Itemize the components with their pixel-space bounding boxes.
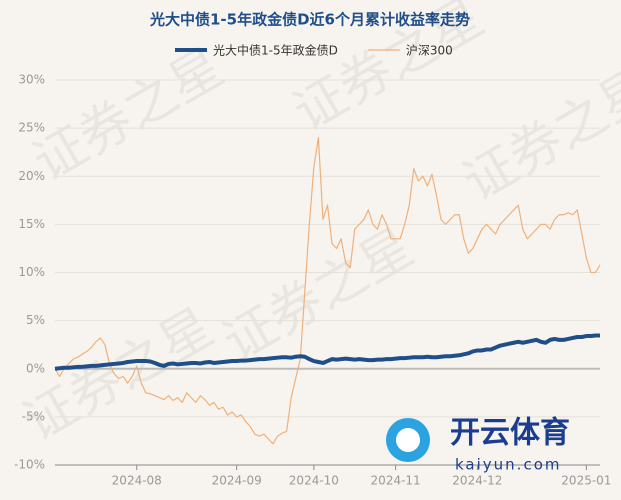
y-tick-label: 10% — [18, 265, 45, 279]
logo-name: 开云体育 — [450, 416, 570, 451]
y-tick-label: 20% — [18, 169, 45, 183]
series-line — [54, 333, 600, 371]
legend-label: 沪深300 — [406, 44, 453, 58]
y-tick-label: -5% — [22, 409, 45, 423]
x-tick-label: 2024-12 — [452, 474, 502, 488]
y-tick-label: 5% — [26, 313, 45, 327]
x-tick-label: 2024-08 — [112, 474, 162, 488]
plot: -10% -5% 0% 5% 10% 15% 20% 25% 30% 2024-08 2024-09… — [14, 73, 611, 488]
x-tick-label: 2025-01 — [561, 474, 611, 488]
y-tick-label: 0% — [26, 361, 45, 375]
logo-site: kaiyun.com — [455, 456, 561, 474]
series-line — [54, 137, 601, 445]
logo-ball-inner — [396, 428, 420, 452]
x-tick-label: 2024-10 — [289, 474, 339, 488]
chart-title: 光大中债1-5年政金债D近6个月累计收益率走势 — [149, 11, 470, 29]
x-tick-label: 2024-09 — [212, 474, 262, 488]
y-tick-label: 15% — [18, 217, 45, 231]
x-tick-label: 2024-11 — [371, 474, 421, 488]
y-tick-label: 25% — [18, 121, 45, 135]
legend-label: 光大中债1-5年政金债D — [213, 43, 338, 58]
y-tick-label: 30% — [18, 73, 45, 87]
y-tick-label: -10% — [14, 458, 45, 472]
logo: 开云体育 kaiyun.com — [386, 416, 570, 474]
